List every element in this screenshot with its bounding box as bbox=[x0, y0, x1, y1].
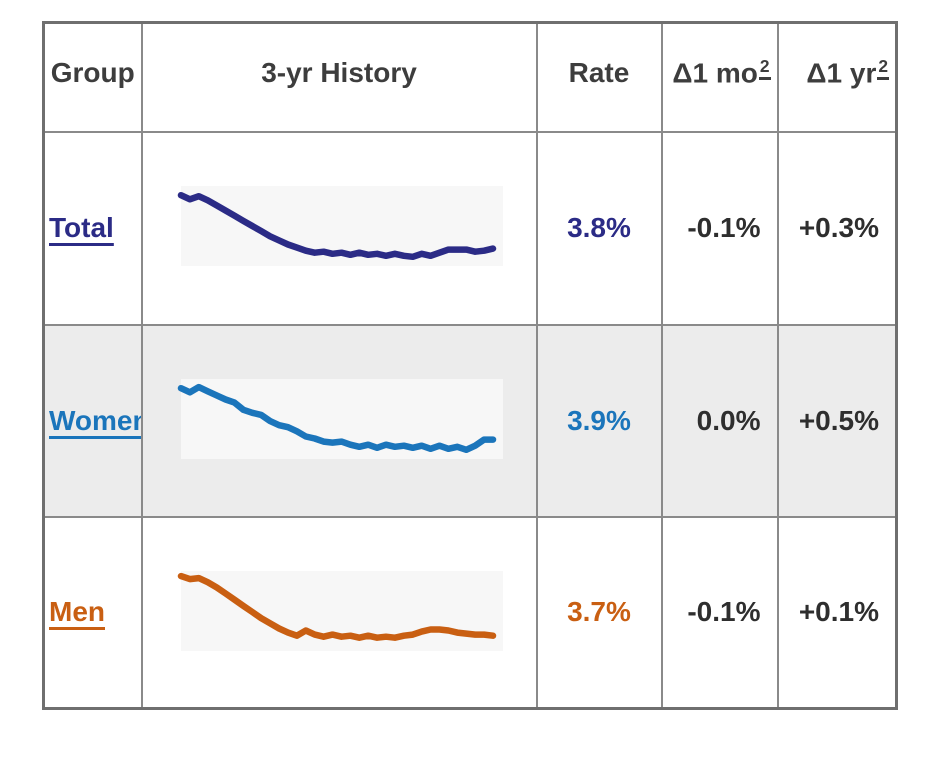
delta-1yr-value-men: +0.1% bbox=[776, 515, 898, 710]
header-delta-1mo: Δ1 mo 2 bbox=[660, 21, 779, 133]
header-delta-1mo-label: Δ1 mo bbox=[672, 57, 758, 89]
sparkline-men bbox=[177, 570, 503, 651]
group-cell-men: Men bbox=[42, 515, 143, 710]
table-row-total: Total 3.8% -0.1% +0.3% bbox=[42, 130, 898, 326]
history-cell-total bbox=[140, 130, 538, 326]
history-cell-men bbox=[140, 515, 538, 710]
group-cell-total: Total bbox=[42, 130, 143, 326]
header-delta-1yr-label: Δ1 yr bbox=[806, 57, 877, 89]
delta-1yr-value-women: +0.5% bbox=[776, 323, 898, 518]
history-cell-women bbox=[140, 323, 538, 518]
group-link-women[interactable]: Women bbox=[49, 404, 142, 436]
header-rate: Rate bbox=[535, 21, 663, 133]
footnote-2-link[interactable]: 2 bbox=[877, 56, 889, 81]
rate-value-total: 3.8% bbox=[535, 130, 663, 326]
rate-value-women: 3.9% bbox=[535, 323, 663, 518]
sparkline-women bbox=[177, 378, 503, 459]
rates-summary-table-wrap: Group 3-yr History Rate Δ1 mo 2 Δ1 yr 2 To… bbox=[42, 21, 898, 710]
table-row-women: Women 3.9% 0.0% +0.5% bbox=[42, 323, 898, 518]
header-group: Group bbox=[42, 21, 143, 133]
rates-summary-table: Group 3-yr History Rate Δ1 mo 2 Δ1 yr 2 To… bbox=[42, 21, 898, 710]
delta-1mo-value-total: -0.1% bbox=[660, 130, 779, 326]
header-history: 3-yr History bbox=[140, 21, 538, 133]
group-cell-women: Women bbox=[42, 323, 143, 518]
table-row-men: Men 3.7% -0.1% +0.1% bbox=[42, 515, 898, 710]
delta-1mo-value-men: -0.1% bbox=[660, 515, 779, 710]
header-delta-1yr: Δ1 yr 2 bbox=[776, 21, 898, 133]
group-link-total[interactable]: Total bbox=[49, 212, 114, 243]
sparkline-total bbox=[177, 185, 503, 266]
header-row: Group 3-yr History Rate Δ1 mo 2 Δ1 yr 2 bbox=[42, 21, 898, 133]
group-link-men[interactable]: Men bbox=[49, 596, 105, 628]
footnote-2-link[interactable]: 2 bbox=[758, 56, 771, 81]
delta-1yr-value-total: +0.3% bbox=[776, 130, 898, 326]
delta-1mo-value-women: 0.0% bbox=[660, 323, 779, 518]
rate-value-men: 3.7% bbox=[535, 515, 663, 710]
